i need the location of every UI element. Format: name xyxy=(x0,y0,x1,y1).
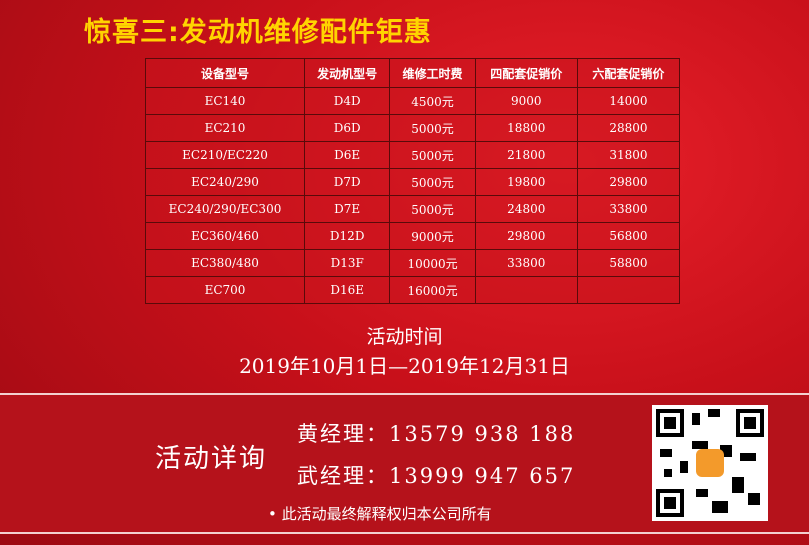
table-cell: 33800 xyxy=(474,249,578,277)
table-cell: EC360/460 xyxy=(144,222,306,250)
table-cell: 5000元 xyxy=(389,141,476,169)
table-cell: 56800 xyxy=(576,222,681,250)
table-cell: 16000元 xyxy=(389,276,476,304)
table-cell: 31800 xyxy=(576,141,681,169)
table-cell: 33800 xyxy=(576,195,681,223)
column-header: 发动机型号 xyxy=(304,58,391,88)
header-row: 设备型号 发动机型号 维修工时费 四配套促销价 六配套促销价 xyxy=(144,58,681,88)
table-cell: D12D xyxy=(304,222,391,250)
footer-note: • 此活动最终解释权归本公司所有 xyxy=(268,505,492,523)
table-cell: D6E xyxy=(304,141,391,169)
contact-person: 黄经理：13579 938 188 xyxy=(297,418,575,448)
contact-person: 武经理：13999 947 657 xyxy=(297,460,575,490)
table-cell: EC210 xyxy=(144,114,306,142)
column-header: 设备型号 xyxy=(144,58,306,88)
table-cell: 5000元 xyxy=(389,114,476,142)
table-cell: 24800 xyxy=(474,195,578,223)
table-cell: D16E xyxy=(304,276,391,304)
table-cell: 14000 xyxy=(576,87,681,115)
table-row: EC140 D4D 4500元 9000 14000 xyxy=(144,87,681,115)
table-cell: 9000元 xyxy=(389,222,476,250)
table-cell: EC700 xyxy=(144,276,306,304)
table-cell: EC240/290/EC300 xyxy=(144,195,306,223)
qr-code xyxy=(652,405,768,521)
table-cell: D4D xyxy=(304,87,391,115)
table-row: EC380/480 D13F 10000元 33800 58800 xyxy=(144,249,681,277)
period-dates: 2019年10月1日—2019年12月31日 xyxy=(239,354,570,378)
table-row: EC210 D6D 5000元 18800 28800 xyxy=(144,114,681,142)
table-row: EC210/EC220 D6E 5000元 21800 31800 xyxy=(144,141,681,169)
table-cell: EC140 xyxy=(144,87,306,115)
contact-label: 活动详询 xyxy=(155,444,268,474)
column-header: 维修工时费 xyxy=(389,58,476,88)
table-cell: EC240/290 xyxy=(144,168,306,196)
period-label: 活动时间 xyxy=(366,326,443,348)
table-row: EC240/290/EC300 D7E 5000元 24800 33800 xyxy=(144,195,681,223)
table-cell: 9000 xyxy=(474,87,578,115)
table-cell xyxy=(474,276,578,304)
column-header: 四配套促销价 xyxy=(474,58,578,88)
table-row: EC700 D16E 16000元 xyxy=(144,276,681,304)
table-cell: EC210/EC220 xyxy=(144,141,306,169)
table-row: EC360/460 D12D 9000元 29800 56800 xyxy=(144,222,681,250)
table-cell: 4500元 xyxy=(389,87,476,115)
table-row: EC240/290 D7D 5000元 19800 29800 xyxy=(144,168,681,196)
table-cell: 58800 xyxy=(576,249,681,277)
table-cell: 28800 xyxy=(576,114,681,142)
price-table: 设备型号 发动机型号 维修工时费 四配套促销价 六配套促销价 EC140 D4D 4500元 9… xyxy=(144,58,681,304)
table-cell: EC380/480 xyxy=(144,249,306,277)
table-cell: D6D xyxy=(304,114,391,142)
table-cell: 5000元 xyxy=(389,195,476,223)
table-cell: 29800 xyxy=(576,168,681,196)
contact-name: 武经理： xyxy=(297,464,389,488)
table-cell: 21800 xyxy=(474,141,578,169)
table-cell: 18800 xyxy=(474,114,578,142)
title: 惊喜三:发动机维修配件钜惠 xyxy=(84,17,432,48)
column-header: 六配套促销价 xyxy=(576,58,681,88)
table-cell: D7E xyxy=(304,195,391,223)
table-cell: D7D xyxy=(304,168,391,196)
contact-phone: 13999 947 657 xyxy=(389,464,576,488)
table-cell xyxy=(576,276,681,304)
table-cell: 29800 xyxy=(474,222,578,250)
table-cell: D13F xyxy=(304,249,391,277)
table-cell: 5000元 xyxy=(389,168,476,196)
table-cell: 19800 xyxy=(474,168,578,196)
table-cell: 10000元 xyxy=(389,249,476,277)
contact-phone: 13579 938 188 xyxy=(389,422,576,446)
contact-name: 黄经理： xyxy=(297,422,389,446)
